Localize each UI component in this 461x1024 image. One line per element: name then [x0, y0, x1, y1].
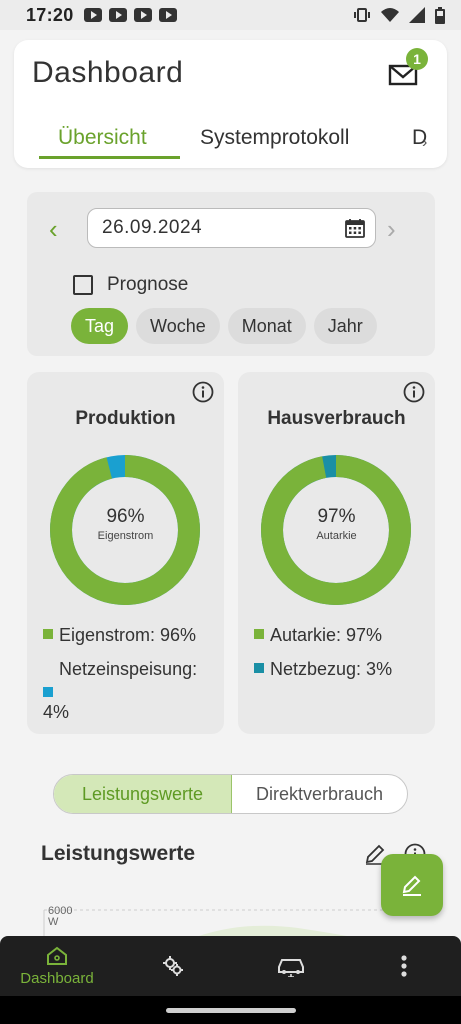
- production-center-label: Eigenstrom: [97, 530, 154, 542]
- next-date-button[interactable]: ›: [387, 214, 396, 244]
- consumption-card: Hausverbrauch 97% Autarkie Autarkie: 97%…: [238, 372, 435, 734]
- period-week-chip[interactable]: Woche: [136, 308, 220, 344]
- legend-swatch: [254, 663, 264, 673]
- date-value: 26.09.2024: [102, 217, 203, 238]
- toggle-direct-consumption[interactable]: Direktverbrauch: [255, 783, 384, 804]
- status-time: 17:20: [26, 4, 74, 25]
- home-icon: [47, 946, 67, 965]
- legend-label: Netzbezug: 3%: [270, 659, 393, 679]
- home-gesture-handle[interactable]: [166, 1008, 296, 1013]
- nav-vehicle[interactable]: [268, 936, 314, 996]
- mail-icon[interactable]: [388, 62, 420, 88]
- legend-value: 4%: [43, 702, 70, 722]
- notification-icons: [83, 8, 177, 22]
- tab-system-log[interactable]: Systemprotokoll: [200, 126, 350, 149]
- nav-dashboard[interactable]: Dashboard: [14, 936, 100, 996]
- gesture-bar: [0, 996, 461, 1024]
- legend-item: Netzeinspeisung: 4%: [43, 654, 197, 728]
- legend-item: Eigenstrom: 96%: [43, 620, 196, 651]
- tab-partial[interactable]: D: [412, 126, 428, 149]
- pencil-icon: [402, 875, 421, 896]
- info-icon[interactable]: [403, 381, 425, 403]
- period-day-chip[interactable]: Tag: [71, 308, 129, 344]
- period-year-chip[interactable]: Jahr: [313, 308, 377, 344]
- y-axis-max-label: 6000 W: [48, 905, 73, 928]
- nav-dashboard-label: Dashboard: [20, 969, 94, 987]
- power-chart: 6000 W: [38, 900, 423, 940]
- car-charging-icon: [278, 959, 304, 977]
- consumption-donut-chart: [261, 455, 411, 605]
- legend-label: Netzeinspeisung:: [59, 659, 198, 679]
- youtube-notification-icon: [108, 8, 127, 22]
- date-input[interactable]: 26.09.2024: [87, 208, 376, 248]
- status-bar: 17:20: [0, 0, 461, 30]
- tab-scroll-right-icon[interactable]: ›: [422, 134, 428, 151]
- youtube-notification-icon: [83, 8, 102, 22]
- info-icon[interactable]: [192, 381, 214, 403]
- consumption-center-label: Autarkie: [316, 530, 357, 542]
- more-vertical-icon: [401, 955, 407, 977]
- production-donut-main: [50, 455, 200, 605]
- vibrate-icon: [354, 8, 370, 22]
- youtube-notification-icon: [158, 8, 177, 22]
- nav-settings[interactable]: [150, 936, 196, 996]
- gears-icon: [163, 956, 183, 976]
- toggle-power-values[interactable]: Leistungswerte: [54, 775, 232, 813]
- legend-label: Autarkie: 97%: [270, 625, 383, 645]
- legend-label: Eigenstrom: 96%: [59, 625, 197, 645]
- nav-more[interactable]: [386, 936, 422, 996]
- consumption-percent: 97%: [317, 506, 356, 527]
- bottom-navigation: Dashboard: [0, 936, 461, 996]
- header-card: Dashboard 1 Übersicht Systemprotokoll D …: [14, 40, 447, 168]
- production-title: Produktion: [75, 408, 176, 429]
- legend-swatch: [43, 687, 53, 697]
- legend-item: Autarkie: 97%: [254, 620, 382, 651]
- battery-icon: [435, 6, 445, 24]
- date-filter-card: ‹ 26.09.2024 › Prognose Tag Woche Monat …: [27, 192, 435, 356]
- wifi-icon: [381, 8, 399, 22]
- legend-swatch: [254, 629, 264, 639]
- legend-swatch: [43, 629, 53, 639]
- prognose-label: Prognose: [107, 274, 189, 295]
- prognose-option[interactable]: Prognose: [73, 274, 188, 296]
- signal-icon: [409, 7, 425, 23]
- tab-bar: Übersicht Systemprotokoll D ›: [14, 124, 447, 160]
- production-donut-chart: [50, 455, 200, 605]
- section-title: Leistungswerte: [41, 842, 196, 865]
- production-card: Produktion 96% Eigenstrom Eigenstrom: 96…: [27, 372, 224, 734]
- period-selector: Tag Woche Monat Jahr: [71, 308, 377, 344]
- period-month-chip[interactable]: Monat: [227, 308, 306, 344]
- prognose-checkbox[interactable]: [73, 275, 93, 295]
- consumption-donut-main: [261, 455, 411, 605]
- legend-item: Netzbezug: 3%: [254, 654, 392, 685]
- consumption-title: Hausverbrauch: [267, 408, 406, 429]
- youtube-notification-icon: [133, 8, 152, 22]
- calendar-icon[interactable]: [345, 218, 365, 238]
- production-percent: 96%: [106, 506, 145, 527]
- chart-grid: [43, 909, 423, 940]
- notification-badge: 1: [406, 48, 428, 70]
- system-icons: [353, 6, 445, 24]
- previous-date-button[interactable]: ‹: [49, 214, 58, 244]
- page-title: Dashboard: [32, 56, 184, 89]
- edit-fab[interactable]: [381, 854, 443, 916]
- tab-overview[interactable]: Übersicht: [58, 126, 147, 149]
- view-toggle: Leistungswerte Direktverbrauch: [53, 774, 408, 814]
- active-tab-indicator: [39, 156, 180, 159]
